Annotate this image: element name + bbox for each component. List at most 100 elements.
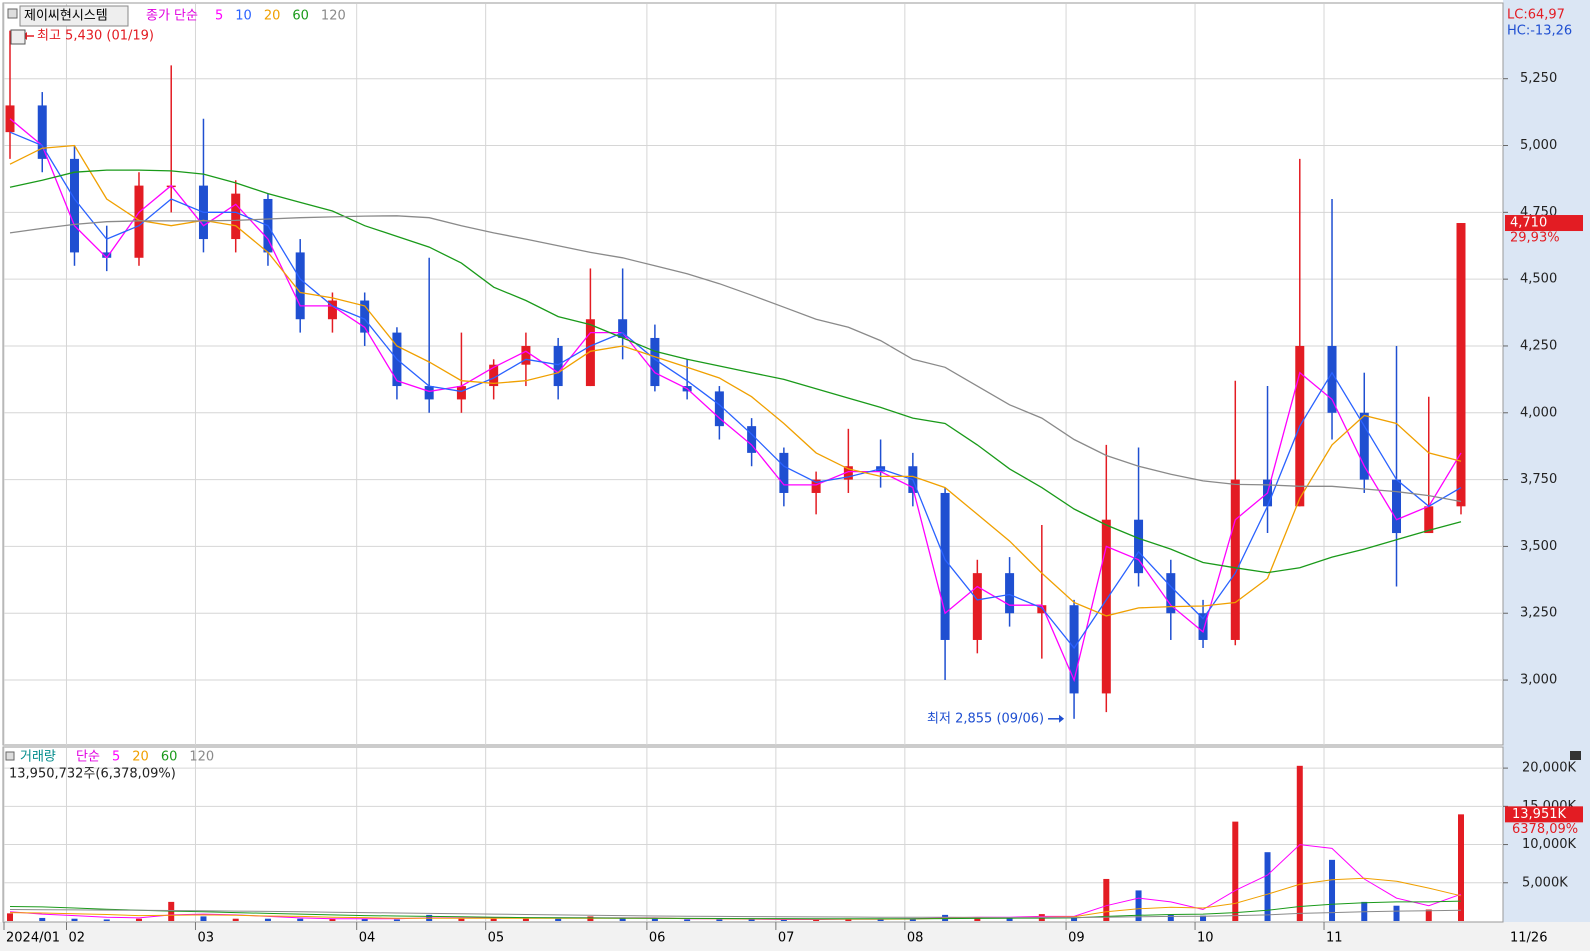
volume-subtitle: 단순: [76, 750, 100, 765]
candle-body: [456, 386, 466, 400]
volume-bar: [1264, 852, 1271, 921]
volume-bar: [458, 918, 465, 921]
x-tick-label: 07: [778, 931, 795, 946]
volume-bar: [1232, 821, 1239, 921]
y-tick-label: 3,500: [1520, 539, 1557, 554]
volume-title: 거래량: [20, 750, 56, 765]
high-annotation: 최고 5,430 (01/19): [37, 29, 154, 44]
table-icon[interactable]: [10, 29, 26, 45]
volume-panel-frame: [2, 746, 1504, 923]
candle-body: [231, 193, 241, 240]
x-axis-area: [0, 922, 1590, 951]
volume-bar: [1296, 765, 1303, 921]
x-tick-label: 09: [1068, 931, 1085, 946]
volume-bar: [877, 918, 884, 921]
x-tick-label: 11: [1326, 931, 1343, 946]
volume-bar: [135, 918, 142, 921]
volume-bar: [716, 919, 723, 921]
last-price-label: 4,710: [1510, 216, 1547, 231]
candle-body: [811, 479, 821, 493]
candle-body: [940, 492, 950, 640]
volume-bar: [297, 918, 304, 921]
candle-body: [1037, 605, 1047, 614]
candle-body: [650, 337, 660, 387]
candle-body: [37, 105, 47, 159]
y-tick-label: 20,000K: [1522, 761, 1576, 776]
volume-bar: [7, 913, 13, 921]
indicator: HC:-13,26: [1507, 24, 1572, 39]
moving-average-line: [9, 909, 1462, 918]
candle-body: [1005, 573, 1015, 614]
legend-entry: 10: [235, 9, 252, 24]
volume-bar: [200, 916, 207, 921]
legend-entry: 5: [112, 750, 120, 765]
close-button[interactable]: [1570, 751, 1581, 760]
legend-entry: 20: [264, 9, 281, 24]
candle-body: [1230, 479, 1240, 640]
volume-bar: [71, 918, 78, 921]
candle-body: [843, 466, 853, 480]
indicator: LC:64,97: [1507, 8, 1565, 23]
candle-body: [1069, 605, 1079, 694]
volume-bar: [522, 918, 529, 921]
y-tick-label: 5,000: [1520, 138, 1557, 153]
volume-bar: [264, 918, 271, 921]
legend-entry: 20: [132, 750, 149, 765]
candle-body: [69, 158, 79, 253]
volume-bar: [1103, 878, 1110, 921]
moving-average-line: [9, 900, 1462, 920]
last-volume-label: 13,951K: [1512, 807, 1566, 822]
legend-entry: 60: [161, 750, 178, 765]
candle-body: [360, 300, 370, 333]
legend-entry: 120: [189, 750, 214, 765]
candle-body: [521, 345, 531, 365]
x-tick-label: 10: [1197, 931, 1214, 946]
right-axis-area: [1503, 0, 1590, 922]
y-tick-label: 3,000: [1520, 673, 1557, 688]
y-tick-label: 4,000: [1520, 405, 1557, 420]
change-label: 29,93%: [1510, 231, 1560, 246]
moving-average-line: [9, 215, 1462, 503]
legend-entry: 5: [215, 9, 223, 24]
volume-bar: [1006, 917, 1013, 921]
volume-bar: [1200, 915, 1207, 921]
menu-icon[interactable]: [5, 751, 15, 761]
volume-bar: [103, 919, 110, 921]
candle-body: [134, 185, 144, 258]
volume-bar: [1135, 890, 1142, 921]
volume-bar: [974, 917, 981, 921]
candle-body: [1101, 519, 1111, 694]
x-end-label: 11/26: [1510, 931, 1547, 946]
candle-body: [1359, 412, 1369, 480]
candle-body: [1424, 506, 1434, 534]
y-tick-label: 5,250: [1520, 71, 1557, 86]
x-tick-label: 05: [488, 931, 505, 946]
candle-body: [1166, 573, 1176, 614]
x-tick-label: 03: [197, 931, 214, 946]
title-box[interactable]: [19, 5, 129, 27]
volume-bar: [490, 918, 497, 921]
y-tick-label: 3,250: [1520, 606, 1557, 621]
chart-title: 제이씨현시스템: [24, 9, 108, 24]
moving-average-line: [9, 131, 1462, 650]
moving-average-line: [9, 144, 1462, 617]
grid: [3, 4, 1508, 930]
candle-body: [102, 252, 112, 258]
candle-body: [1456, 223, 1466, 507]
candle-body: [972, 573, 982, 640]
volume-bar: [845, 918, 852, 921]
volume-bar: [1458, 814, 1464, 921]
change-label: 6378,09%: [1512, 822, 1578, 837]
legend-entry: 60: [292, 9, 309, 24]
candle-body: [295, 252, 305, 320]
candle-body: [618, 319, 628, 338]
y-tick-label: 4,250: [1520, 338, 1557, 353]
volume-summary: 13,950,732주(6,378,09%): [9, 767, 176, 782]
menu-icon[interactable]: [7, 8, 18, 19]
low-annotation: 최저 2,855 (09/06): [927, 711, 1044, 726]
volume-bar: [684, 919, 691, 921]
candle-body: [1198, 613, 1208, 640]
volume-bar: [651, 918, 658, 921]
